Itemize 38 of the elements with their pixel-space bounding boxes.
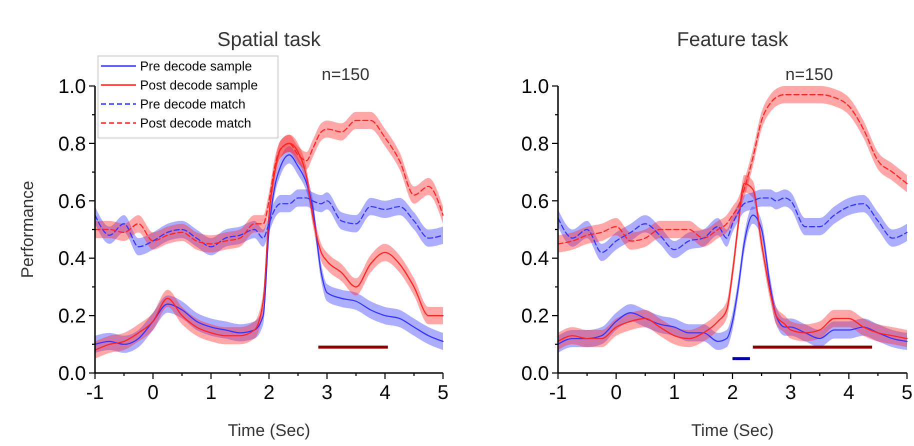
x-tick-label: 4 (379, 382, 391, 404)
text: n=150 (785, 65, 834, 84)
x-tick-label: 3 (785, 382, 796, 404)
x-tick-label: 4 (843, 382, 854, 404)
chart-title: Spatial task (217, 29, 322, 51)
y-tick-label: 0.6 (58, 190, 86, 213)
x-tick-label: 3 (321, 382, 333, 404)
x-tick-label: -1 (86, 382, 104, 404)
x-tick-label: 5 (437, 382, 449, 404)
legend-label: Post decode match (140, 116, 252, 131)
y-tick-label: 0.6 (521, 190, 549, 213)
x-tick-label: 0 (147, 382, 159, 404)
x-axis-title: Time (Sec) (691, 421, 774, 440)
y-tick-label: 0.8 (58, 133, 86, 156)
y-axis-title: Performance (18, 180, 37, 278)
line-series (557, 197, 908, 254)
x-tick-label: 0 (610, 382, 622, 404)
y-tick-label: 0.0 (521, 363, 549, 385)
y-tick-label: 0.0 (58, 363, 86, 385)
legend-label: Pre decode sample (140, 58, 252, 74)
y-tick-label: 1.0 (521, 76, 549, 98)
x-tick-label: 5 (901, 382, 913, 404)
y-tick-label: 0.4 (58, 248, 86, 270)
legend-label: Post decode sample (140, 78, 258, 93)
x-tick-label: 1 (205, 382, 217, 404)
y-tick-label: 0.8 (521, 133, 549, 156)
x-tick-label: 2 (263, 382, 275, 404)
y-tick-label: 0.2 (521, 306, 549, 328)
x-tick-label: 1 (668, 382, 680, 404)
x-tick-label: 2 (726, 382, 738, 404)
text: n=150 (322, 65, 370, 84)
chart-title: Feature task (676, 29, 790, 51)
y-tick-label: 0.2 (58, 306, 86, 328)
y-tick-label: 0.4 (521, 248, 549, 270)
legend-label: Pre decode match (140, 96, 246, 112)
y-tick-label: 1.0 (58, 76, 86, 98)
x-tick-label: -1 (549, 382, 567, 404)
x-axis-title: Time (Sec) (228, 421, 310, 440)
